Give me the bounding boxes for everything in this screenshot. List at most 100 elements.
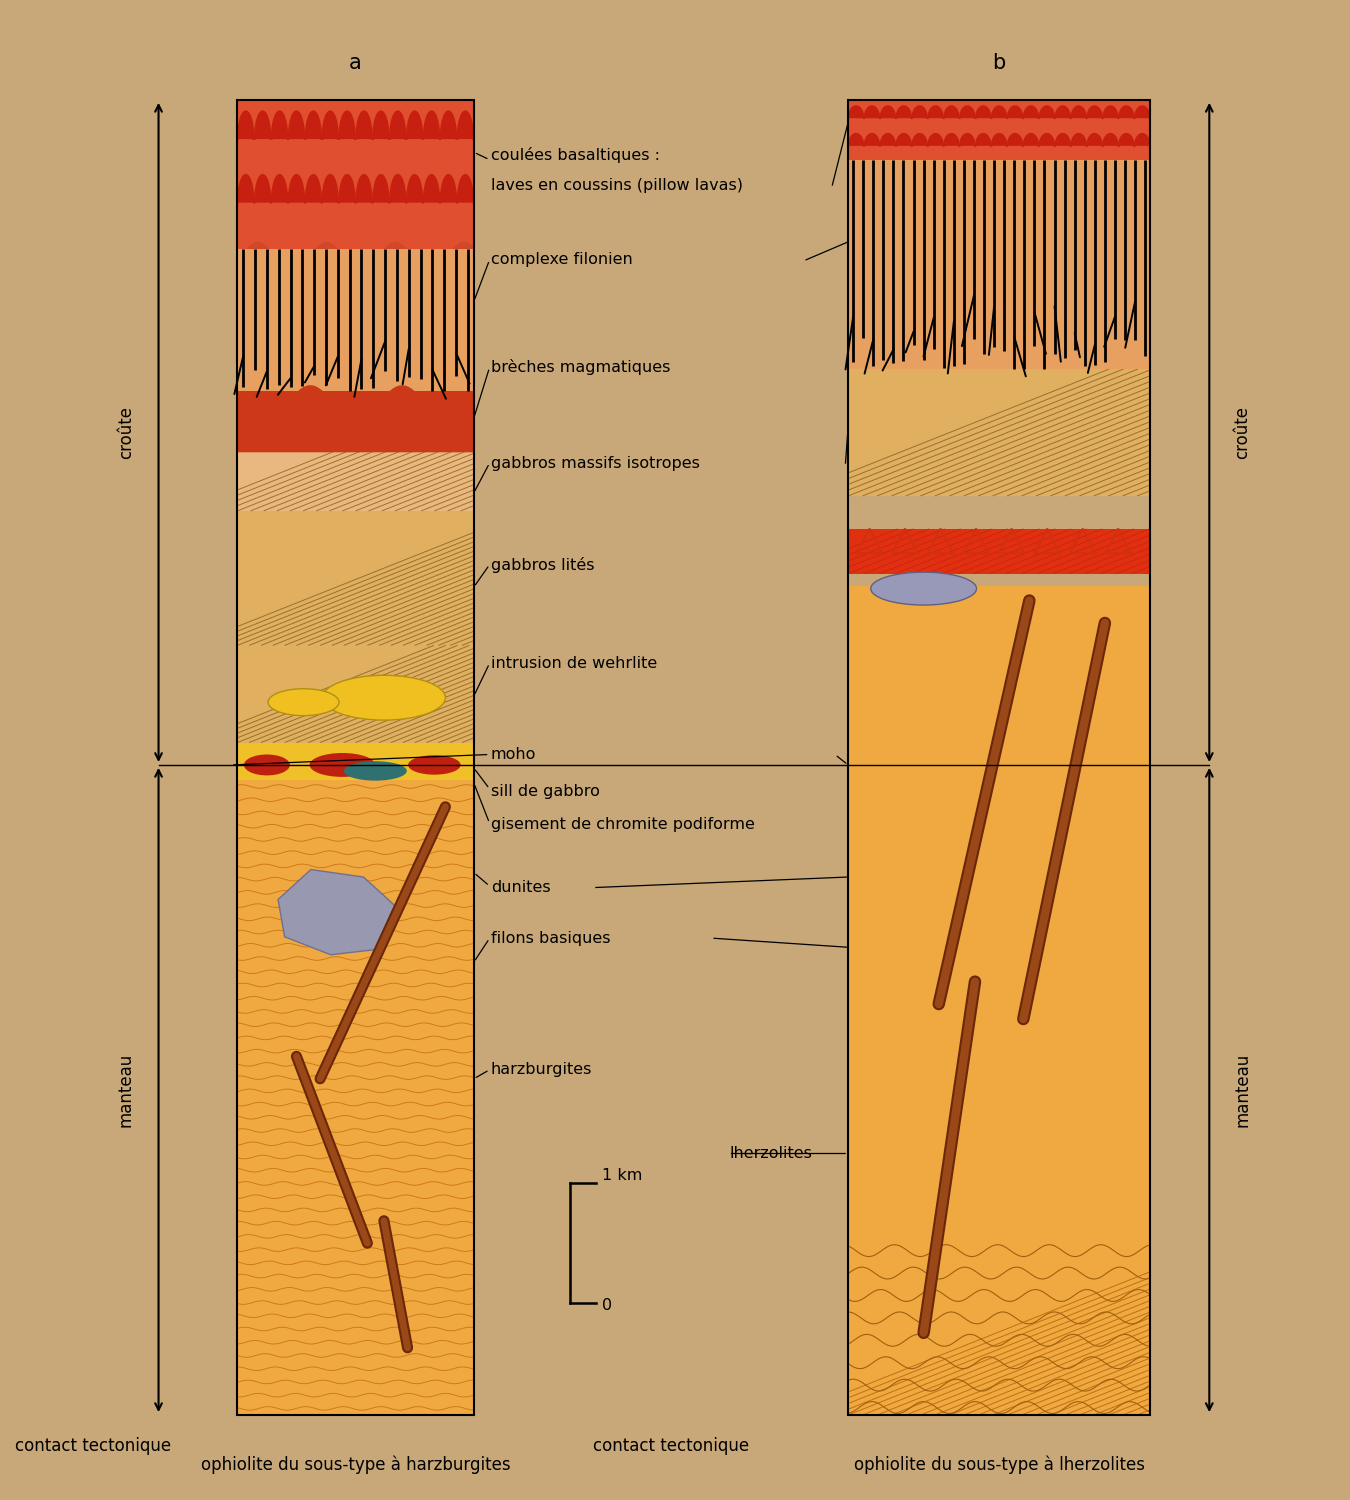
Polygon shape bbox=[1023, 134, 1038, 146]
Polygon shape bbox=[944, 106, 958, 118]
Polygon shape bbox=[238, 174, 254, 202]
Polygon shape bbox=[406, 174, 423, 202]
Polygon shape bbox=[896, 134, 911, 146]
Polygon shape bbox=[390, 111, 406, 140]
Polygon shape bbox=[305, 174, 321, 202]
Polygon shape bbox=[1023, 106, 1038, 118]
Polygon shape bbox=[864, 134, 879, 146]
Text: 0: 0 bbox=[602, 1299, 613, 1314]
Polygon shape bbox=[927, 134, 944, 146]
Bar bbox=[238, 100, 474, 1414]
Polygon shape bbox=[1135, 134, 1150, 146]
Polygon shape bbox=[1040, 106, 1054, 118]
Bar bbox=[238, 742, 474, 780]
Polygon shape bbox=[440, 111, 456, 140]
Polygon shape bbox=[278, 870, 397, 954]
Bar bbox=[848, 369, 1150, 496]
Bar bbox=[238, 780, 474, 1414]
Polygon shape bbox=[880, 134, 895, 146]
Text: lherzolites: lherzolites bbox=[730, 1146, 813, 1161]
Polygon shape bbox=[1056, 134, 1071, 146]
Polygon shape bbox=[255, 174, 270, 202]
Polygon shape bbox=[440, 174, 456, 202]
Polygon shape bbox=[1119, 134, 1134, 146]
Bar bbox=[848, 100, 1150, 159]
Text: ophiolite du sous-type à lherzolites: ophiolite du sous-type à lherzolites bbox=[853, 1455, 1145, 1473]
Polygon shape bbox=[1071, 106, 1087, 118]
Polygon shape bbox=[424, 111, 440, 140]
Text: complexe filonien: complexe filonien bbox=[491, 252, 633, 267]
Polygon shape bbox=[880, 106, 895, 118]
Polygon shape bbox=[424, 174, 440, 202]
Polygon shape bbox=[406, 111, 423, 140]
Polygon shape bbox=[255, 111, 270, 140]
Polygon shape bbox=[238, 111, 254, 140]
Polygon shape bbox=[390, 174, 406, 202]
Ellipse shape bbox=[269, 688, 339, 715]
Text: manteau: manteau bbox=[1233, 1053, 1251, 1126]
Bar bbox=[238, 512, 474, 645]
Bar bbox=[238, 452, 474, 512]
Polygon shape bbox=[960, 134, 975, 146]
Text: harzburgites: harzburgites bbox=[491, 1062, 593, 1077]
Polygon shape bbox=[992, 106, 1007, 118]
Bar bbox=[848, 530, 1150, 573]
Text: 1 km: 1 km bbox=[602, 1168, 643, 1184]
Polygon shape bbox=[992, 134, 1007, 146]
Polygon shape bbox=[1056, 106, 1071, 118]
Polygon shape bbox=[339, 111, 355, 140]
Text: gisement de chromite podiforme: gisement de chromite podiforme bbox=[491, 818, 755, 833]
Text: b: b bbox=[992, 53, 1006, 74]
Text: ophiolite du sous-type à harzburgites: ophiolite du sous-type à harzburgites bbox=[201, 1455, 510, 1473]
Bar bbox=[848, 159, 1150, 369]
Polygon shape bbox=[976, 134, 991, 146]
Polygon shape bbox=[458, 111, 474, 140]
Bar bbox=[848, 159, 1150, 369]
Polygon shape bbox=[1087, 106, 1102, 118]
Polygon shape bbox=[1040, 134, 1054, 146]
Bar bbox=[238, 249, 474, 392]
Polygon shape bbox=[913, 106, 927, 118]
Polygon shape bbox=[1103, 134, 1118, 146]
Ellipse shape bbox=[323, 675, 446, 720]
Polygon shape bbox=[373, 111, 389, 140]
Polygon shape bbox=[339, 174, 355, 202]
Polygon shape bbox=[289, 174, 304, 202]
Polygon shape bbox=[849, 106, 864, 118]
Polygon shape bbox=[458, 174, 474, 202]
Polygon shape bbox=[1103, 106, 1118, 118]
Bar bbox=[238, 249, 474, 392]
Polygon shape bbox=[1071, 134, 1087, 146]
Polygon shape bbox=[1135, 106, 1150, 118]
Bar bbox=[848, 100, 1150, 1414]
Bar bbox=[848, 585, 1150, 1414]
Text: croûte: croûte bbox=[1233, 406, 1251, 459]
Text: moho: moho bbox=[491, 747, 536, 762]
Polygon shape bbox=[1007, 134, 1022, 146]
Text: gabbros massifs isotropes: gabbros massifs isotropes bbox=[491, 456, 699, 471]
Ellipse shape bbox=[871, 572, 976, 604]
Polygon shape bbox=[323, 174, 338, 202]
Text: contact tectonique: contact tectonique bbox=[593, 1437, 749, 1455]
Bar bbox=[238, 249, 474, 392]
Text: intrusion de wehrlite: intrusion de wehrlite bbox=[491, 656, 657, 670]
Polygon shape bbox=[323, 111, 338, 140]
Bar bbox=[238, 392, 474, 452]
Polygon shape bbox=[944, 134, 958, 146]
Polygon shape bbox=[373, 174, 389, 202]
Text: sill de gabbro: sill de gabbro bbox=[491, 784, 599, 800]
Text: manteau: manteau bbox=[116, 1053, 135, 1126]
Polygon shape bbox=[927, 106, 944, 118]
Text: dunites: dunites bbox=[491, 880, 551, 896]
Polygon shape bbox=[896, 106, 911, 118]
Polygon shape bbox=[864, 106, 879, 118]
Bar bbox=[238, 100, 474, 249]
Text: laves en coussins (pillow lavas): laves en coussins (pillow lavas) bbox=[491, 177, 742, 192]
Text: coulées basaltiques :: coulées basaltiques : bbox=[491, 147, 660, 164]
Ellipse shape bbox=[408, 754, 460, 774]
Polygon shape bbox=[271, 174, 288, 202]
Ellipse shape bbox=[244, 754, 290, 776]
Text: brèches magmatiques: brèches magmatiques bbox=[491, 360, 670, 375]
Ellipse shape bbox=[344, 760, 406, 780]
Polygon shape bbox=[976, 106, 991, 118]
